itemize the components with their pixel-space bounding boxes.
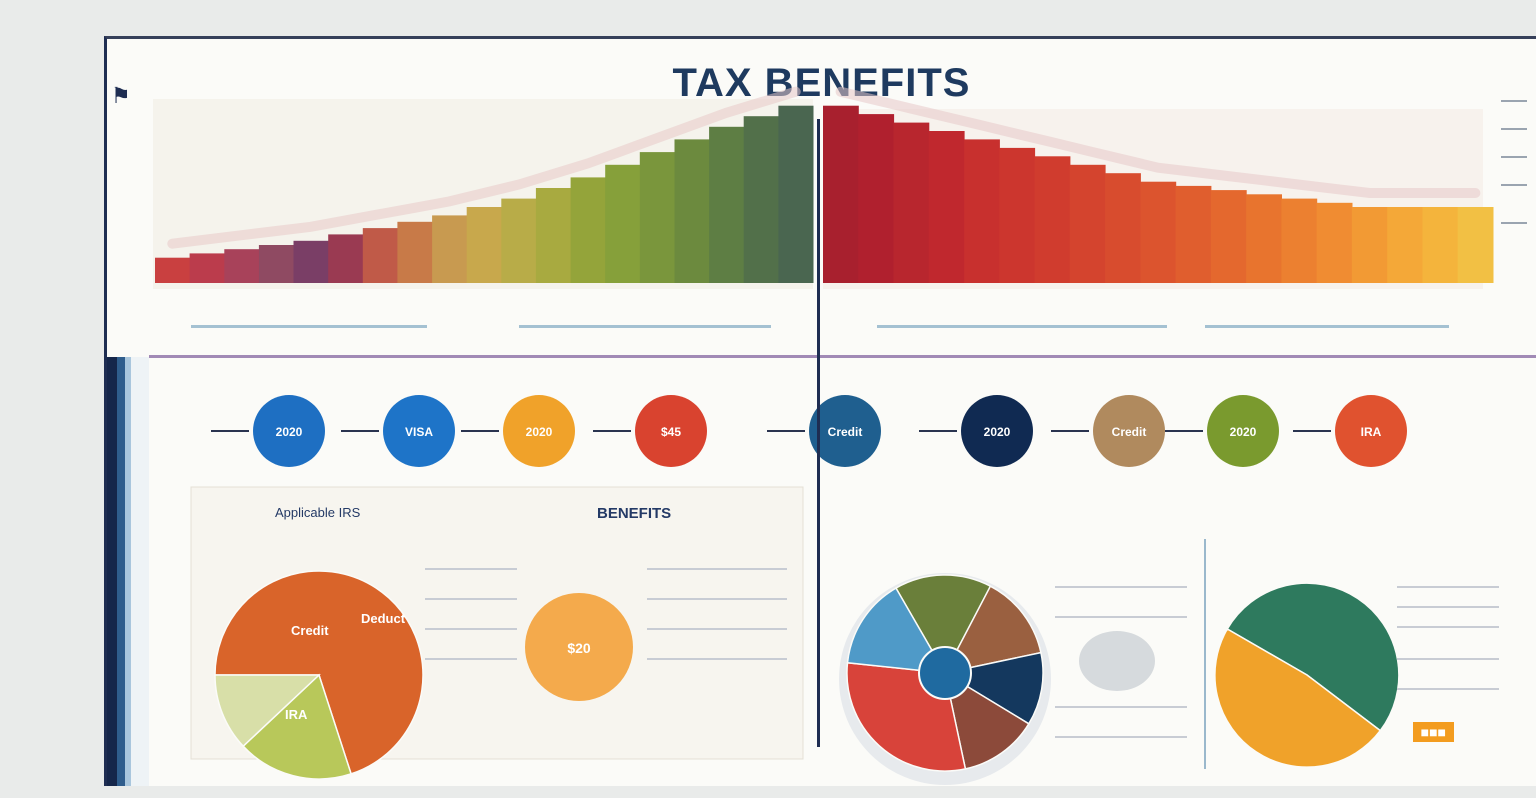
rising-bars-ribbon [167,86,801,249]
left-accent-stripe [107,357,149,786]
center-pie-slice [846,587,947,674]
falling-bars-bar [1457,207,1494,283]
stat-circle [383,395,455,467]
caption-rule [191,325,427,328]
falling-bars-bar [1210,190,1247,283]
stat-circle-label: Credit [828,425,863,439]
center-pie-slice [943,585,1042,675]
falling-bars-bar [893,122,930,283]
bookmark-icon: ⚑ [111,83,131,108]
pie-hub [918,646,972,700]
stat-circle-label: 2020 [1230,425,1257,439]
page-title: TAX BENEFITS [672,61,971,105]
stat-circle-label: VISA [405,425,433,439]
chart-canvas: 2020 VISA 2020 $45 Credit 2020 Credit 2020 IRA Cr… [153,86,1527,785]
falling-bars-bar [1281,198,1318,283]
left-pie-label: IRA [285,707,308,722]
rising-bars-bar [570,177,606,283]
left-pie-slice [214,570,424,775]
center-pie-slice [943,671,1030,770]
rising-bars-bar [293,240,329,283]
rising-bars-bar [674,139,710,283]
caption-rule [519,325,771,328]
rising-bars-bar [328,234,364,283]
rising-bars-bar [639,152,675,283]
stat-circle-label: Credit [1112,425,1147,439]
falling-bars-bar [823,105,859,283]
falling-bars-bar [1069,164,1106,283]
left-pie-slice [242,673,353,780]
stat-circle-label: 2020 [526,425,553,439]
falling-bars-bar [1422,207,1459,283]
rising-bars-bar [155,257,191,283]
falling-bars-bar [1175,185,1212,283]
caption-rule [1205,325,1449,328]
falling-bars-bar [999,147,1036,283]
left-pie-label: Credit [291,623,329,638]
falling-bars-bar [858,114,895,283]
falling-bars-bar [1105,173,1141,283]
stat-circle [1207,395,1279,467]
infographic-board: ⚑ TAX BENEFITS 2020 VISA 2020 $45 Credit 2020… [104,36,1536,786]
center-divider [817,119,820,747]
left-pie-slice [214,674,321,748]
rising-bars-bar [224,249,260,283]
grey-bubble [1079,631,1155,691]
rising-bars-bar [432,215,468,283]
falling-bars-bar [1246,194,1282,283]
falling-bars-bar [1140,181,1177,283]
rising-bars-bar [605,164,641,283]
rising-bars-bar [189,253,225,283]
orange-circle [525,593,633,701]
panel-heading-mid: BENEFITS [597,505,672,522]
falling-bars-bar [1316,202,1353,283]
rising-bars-bar [743,116,779,283]
stat-circle-label: 2020 [276,425,303,439]
rising-bars-bar [466,207,502,283]
section-divider [149,355,1536,358]
stat-circle [961,395,1033,467]
status-badge: ■■■ [1412,722,1454,742]
rising-bars-bar [362,228,398,283]
center-pie-slice [894,574,992,675]
stat-circle [503,395,575,467]
stat-circle [635,395,707,467]
falling-bars-bar [1387,207,1423,283]
falling-bars-bar [1351,207,1388,283]
rising-bars-bar [535,188,571,283]
stat-circle-label: IRA [1361,425,1382,439]
falling-bars-ribbon [835,86,1481,198]
stat-circle-label: 2020 [984,425,1011,439]
panel-heading-left: Applicable IRS [275,505,361,520]
stat-circle-label: $45 [661,425,681,439]
orange-circle-label: $20 [567,640,591,656]
caption-rule [877,325,1167,328]
falling-bars-bar [964,139,1000,283]
right-pie-slice [1226,582,1400,732]
stat-circle [809,395,881,467]
rising-bars-bar [501,198,537,283]
stat-circle [253,395,325,467]
right-pie-slice [1214,627,1382,768]
rising-bars-bar [709,126,745,283]
stat-circle [1335,395,1407,467]
stat-circle [1093,395,1165,467]
rising-bars-bar [258,245,294,283]
rising-bars-bar [778,105,814,283]
falling-bars-bar [1034,156,1071,283]
rising-bars-bar [397,221,433,283]
left-pie-label: Deduct [361,611,406,626]
falling-bars-bar [928,131,965,283]
